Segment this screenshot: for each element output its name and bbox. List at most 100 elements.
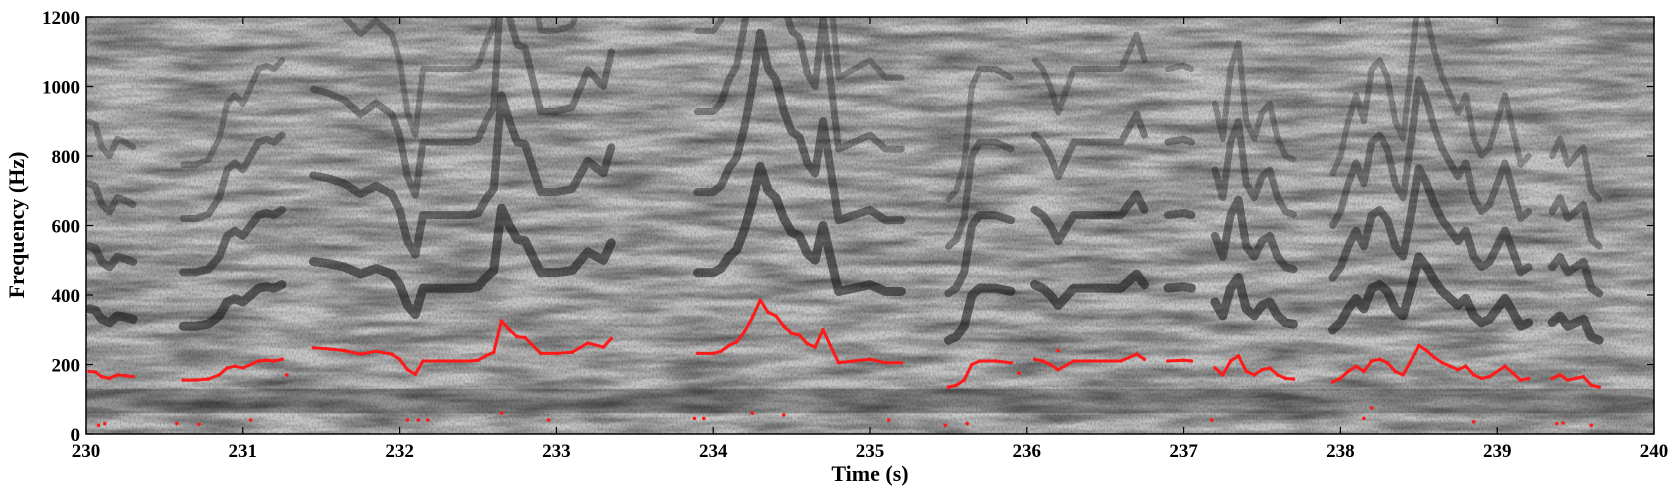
pitch-outlier-point: [1017, 371, 1021, 376]
pitch-point: [523, 335, 527, 340]
pitch-point: [1456, 367, 1460, 372]
pitch-point: [1338, 376, 1343, 381]
pitch-point: [782, 324, 786, 329]
harmonic-band: [694, 17, 905, 153]
pitch-point: [1275, 373, 1280, 377]
pitch-outlier-point: [499, 411, 504, 415]
pitch-outlier-point: [1362, 416, 1366, 421]
pitch-point: [1142, 357, 1147, 362]
pitch-point: [1526, 376, 1531, 381]
pitch-point: [1056, 367, 1060, 372]
pitch-outlier-point: [943, 423, 948, 428]
pitch-outlier-point: [1471, 420, 1476, 424]
harmonic-band: [86, 242, 137, 272]
pitch-point: [1417, 343, 1421, 348]
pitch-point: [264, 358, 269, 363]
pitch-point: [797, 333, 802, 337]
pitch-point: [750, 315, 755, 320]
pitch-point: [1471, 373, 1476, 377]
pitch-outlier-point: [750, 411, 755, 415]
pitch-outlier-point: [1561, 421, 1565, 425]
pitch-point: [1181, 358, 1186, 363]
pitch-point: [1393, 369, 1398, 374]
pitch-point: [1440, 361, 1445, 365]
pitch-point: [1048, 362, 1053, 367]
pitch-point: [1589, 383, 1594, 388]
harmonic-band: [1328, 252, 1534, 335]
pitch-point: [766, 310, 770, 315]
pitch-outlier-point: [782, 413, 786, 417]
pitch-point: [1119, 359, 1123, 363]
x-tick-label: 239: [1483, 441, 1512, 462]
pitch-outlier-point: [175, 421, 179, 426]
pitch-point: [421, 359, 425, 363]
pitch-outlier-point: [1210, 418, 1214, 422]
pitch-point: [570, 350, 574, 355]
pitch-point: [1346, 369, 1350, 374]
pitch-point: [1268, 366, 1272, 370]
pitch-point: [374, 349, 378, 354]
pitch-outlier-layer: [96, 348, 1594, 428]
pitch-point: [1377, 357, 1382, 362]
pitch-point: [993, 359, 998, 363]
low-frequency-band: [86, 388, 1654, 414]
pitch-point: [280, 357, 284, 362]
pitch-point: [1009, 361, 1013, 365]
pitch-point: [719, 349, 723, 354]
pitch-point: [1409, 359, 1413, 363]
y-tick-label: 0: [71, 425, 81, 446]
harmonic-band: [1031, 31, 1148, 116]
pitch-point: [515, 334, 519, 339]
pitch-point: [491, 350, 496, 355]
pitch-point: [1401, 373, 1405, 377]
harmonic-band: [1163, 209, 1196, 220]
pitch-point: [789, 331, 794, 336]
harmonic-band: [1328, 164, 1533, 282]
pitch-point: [272, 359, 277, 363]
pitch-point: [821, 328, 825, 332]
y-tick-label: 600: [52, 217, 81, 238]
pitch-point: [852, 359, 857, 363]
y-tick-label: 200: [52, 356, 81, 377]
pitch-point: [1550, 376, 1554, 381]
harmonic-band: [178, 280, 287, 331]
harmonic-layer: [86, 17, 1654, 414]
pitch-point: [727, 343, 731, 348]
pitch-outlier-point: [692, 416, 697, 421]
pitch-point: [962, 378, 966, 382]
harmonic-band: [86, 180, 137, 216]
pitch-point: [1424, 348, 1429, 353]
pitch-point: [499, 319, 504, 323]
pitch-point: [452, 359, 457, 363]
pitch-point: [1503, 364, 1507, 369]
pitch-point: [978, 359, 982, 363]
x-tick-label: 230: [72, 441, 101, 462]
pitch-point: [217, 373, 222, 377]
harmonic-band: [309, 91, 616, 259]
pitch-point: [1283, 376, 1288, 381]
pitch-point: [1134, 352, 1139, 356]
pitch-outlier-point: [405, 418, 410, 422]
harmonic-band: [179, 205, 286, 277]
y-tick-label: 800: [52, 147, 81, 168]
harmonic-band: [1211, 195, 1298, 274]
pitch-point: [836, 361, 841, 365]
pitch-point: [206, 377, 211, 381]
pitch-point: [131, 374, 135, 379]
pitch-point: [1166, 359, 1170, 363]
spectrogram-grain-texture: [86, 17, 1654, 434]
pitch-point: [1448, 364, 1452, 369]
pitch-outlier-point: [1589, 423, 1594, 428]
pitch-point: [1464, 364, 1468, 369]
pitch-point: [194, 378, 198, 382]
pitch-point: [1087, 359, 1092, 363]
pitch-outlier-point: [416, 418, 421, 422]
harmonic-band: [1329, 76, 1533, 229]
pitch-point: [468, 359, 473, 363]
x-tick-label: 237: [1169, 441, 1198, 462]
pitch-outlier-point: [1370, 406, 1374, 410]
harmonic-band: [1030, 269, 1149, 310]
pitch-point: [538, 351, 543, 356]
pitch-point: [87, 369, 91, 374]
